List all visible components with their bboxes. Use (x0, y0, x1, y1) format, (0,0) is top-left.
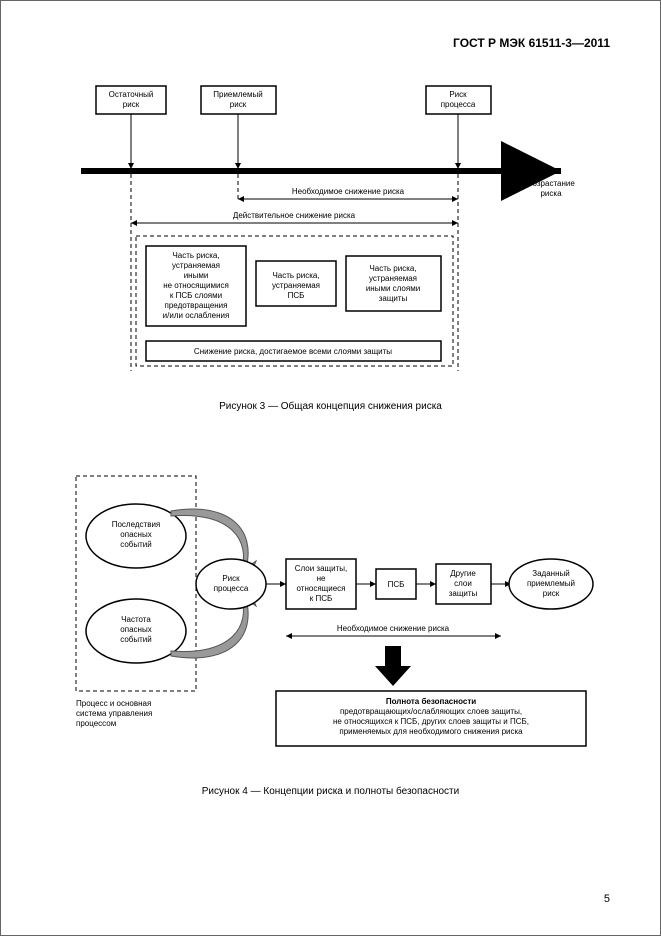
svg-text:Слои защиты,: Слои защиты, (295, 564, 347, 573)
svg-text:к ПСБ: к ПСБ (310, 594, 333, 603)
svg-text:Частота: Частота (121, 615, 151, 624)
fig4-caption: Рисунок 4 — Концепции риска и полноты бе… (1, 786, 660, 797)
fig3-caption: Рисунок 3 — Общая концепция снижения рис… (1, 401, 660, 412)
svg-text:событий: событий (120, 635, 151, 644)
fig3-bottom: Снижение риска, достигаемое всеми слоями… (194, 347, 392, 356)
fig3-process-line1: Риск (449, 90, 467, 99)
fig3-process-line2: процесса (441, 100, 476, 109)
svg-text:Полнота безопасности: Полнота безопасности (386, 697, 476, 706)
doc-header: ГОСТ Р МЭК 61511-3—2011 (453, 36, 610, 50)
svg-text:процесса: процесса (214, 584, 249, 593)
svg-text:не относящихся к ПСБ, других с: не относящихся к ПСБ, других слоев защит… (333, 717, 529, 726)
fig3-axis-l2: риска (540, 189, 562, 198)
fig4-req: Необходимое снижение риска (337, 624, 450, 633)
svg-text:применяемых для необходимого с: применяемых для необходимого снижения ри… (339, 727, 523, 736)
svg-text:к ПСБ слоями: к ПСБ слоями (170, 291, 222, 300)
svg-text:предотвращения: предотвращения (165, 301, 228, 310)
fig3-bracket2: Действительное снижение риска (233, 211, 356, 220)
figure-3: Остаточный риск Приемлемый риск Риск про… (81, 81, 591, 401)
svg-text:не относящимися: не относящимися (163, 281, 229, 290)
svg-text:Другие: Другие (450, 569, 476, 578)
svg-text:процессом: процессом (76, 719, 116, 728)
svg-text:Заданный: Заданный (532, 569, 569, 578)
fig3-residual-line2: риск (123, 100, 140, 109)
svg-text:Процесс и основная: Процесс и основная (76, 699, 151, 708)
fig3-axis-l1: Возрастание (527, 179, 575, 188)
svg-text:относящиеся: относящиеся (297, 584, 346, 593)
svg-text:иными слоями: иными слоями (366, 284, 420, 293)
svg-text:Часть риска,: Часть риска, (272, 271, 319, 280)
svg-text:ПСБ: ПСБ (388, 580, 405, 589)
svg-text:Риск: Риск (222, 574, 240, 583)
page: ГОСТ Р МЭК 61511-3—2011 Остаточный риск (0, 0, 661, 936)
svg-text:устраняемая: устраняемая (172, 261, 220, 270)
fig3-accept-line1: Приемлемый (213, 90, 262, 99)
svg-text:устраняемая: устраняемая (369, 274, 417, 283)
fig3-bracket1: Необходимое снижение риска (292, 187, 405, 196)
svg-text:событий: событий (120, 540, 151, 549)
svg-text:опасных: опасных (120, 530, 151, 539)
svg-text:Последствия: Последствия (112, 520, 161, 529)
svg-text:защиты: защиты (379, 294, 408, 303)
svg-text:предотвращающих/ослабляющих сл: предотвращающих/ослабляющих слоев защиты… (340, 707, 522, 716)
svg-text:иными: иными (184, 271, 209, 280)
svg-text:риск: риск (543, 589, 560, 598)
svg-text:не: не (317, 574, 326, 583)
fig3-residual-line1: Остаточный (109, 90, 154, 99)
figure-4: Последствия опасных событий Частота опас… (71, 471, 601, 791)
page-number: 5 (604, 893, 610, 905)
svg-text:устраняемая: устраняемая (272, 281, 320, 290)
svg-text:и/или ослабления: и/или ослабления (163, 311, 230, 320)
svg-text:система управления: система управления (76, 709, 152, 718)
svg-text:ПСБ: ПСБ (288, 291, 305, 300)
svg-text:Часть риска,: Часть риска, (369, 264, 416, 273)
svg-text:защиты: защиты (449, 589, 478, 598)
svg-text:слои: слои (454, 579, 472, 588)
fig3-accept-line2: риск (230, 100, 247, 109)
svg-text:Часть риска,: Часть риска, (172, 251, 219, 260)
svg-text:приемлемый: приемлемый (527, 579, 575, 588)
svg-text:опасных: опасных (120, 625, 151, 634)
